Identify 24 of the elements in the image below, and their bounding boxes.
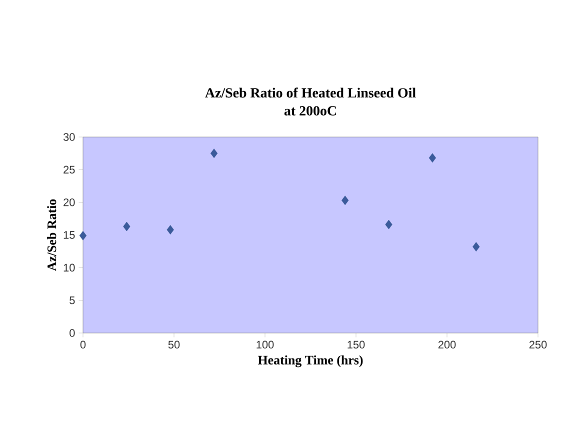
x-tick-label: 250: [529, 340, 547, 349]
y-tick-label: 15: [64, 231, 75, 239]
x-tick-label: 100: [256, 340, 274, 349]
y-tick-label: 20: [64, 198, 75, 206]
point: [123, 222, 130, 232]
y-axis-title: Az/Seb Ratio: [47, 199, 56, 272]
y-tick-label: 0: [70, 329, 75, 337]
y-tick-label: 10: [64, 264, 75, 272]
point: [79, 230, 87, 240]
point: [166, 225, 174, 234]
y-tick-label: 25: [64, 166, 75, 174]
chart-title: Az/Seb Ratio of Heated Linseed Oil at 200oC: [205, 88, 416, 116]
point: [428, 153, 436, 163]
x-tick-label: 0: [80, 340, 86, 349]
point: [342, 196, 349, 206]
x-tick-label: 150: [348, 340, 365, 349]
point: [210, 148, 218, 158]
y-tick-label: 5: [70, 296, 75, 304]
y-tick-label: 30: [63, 133, 75, 141]
x-tick-label: 50: [168, 340, 180, 349]
point: [385, 220, 392, 230]
point: [472, 242, 480, 252]
x-tick-label: 200: [438, 340, 456, 349]
x-axis-title: Heating Time (hrs): [258, 355, 363, 368]
